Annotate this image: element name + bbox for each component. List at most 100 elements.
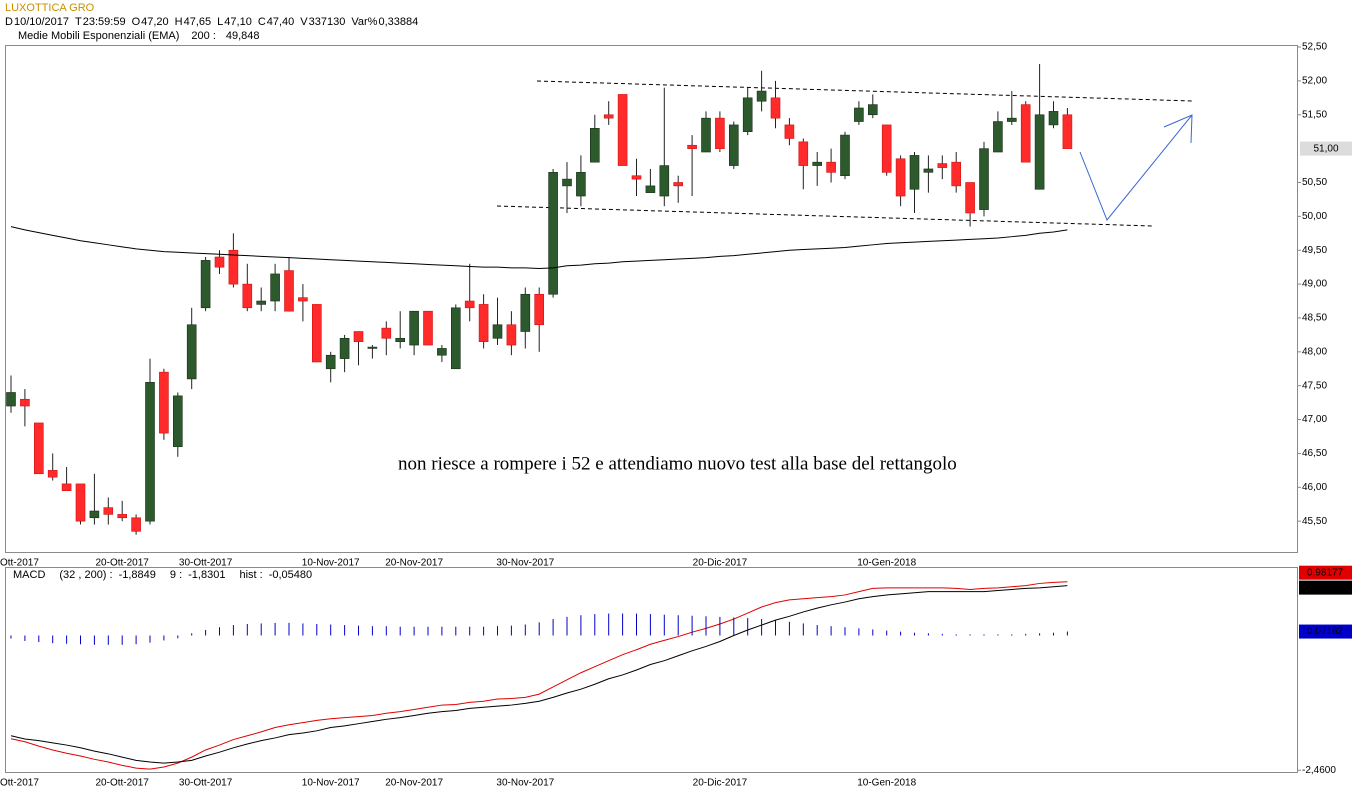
y-tick-label: 45,50: [1302, 516, 1327, 527]
candle-body: [131, 517, 141, 532]
support-line: [496, 205, 1154, 227]
candle-body: [659, 165, 670, 197]
y-tick-label: 52,00: [1302, 76, 1327, 87]
readout-value: 0,33884: [378, 16, 418, 28]
candle-body: [506, 324, 517, 346]
candle-body: [75, 483, 86, 522]
candle-body: [867, 104, 878, 116]
readout-value: 337130: [309, 16, 346, 28]
x-tick-label: 20-Dic-2017: [693, 558, 748, 569]
candle-body: [784, 124, 795, 139]
last-value-box: [1299, 565, 1352, 580]
macd-line: [10, 585, 1068, 764]
last-value-label: 0,91015: [1307, 582, 1344, 593]
candle-body: [173, 395, 183, 447]
candle-body: [145, 382, 155, 522]
candle-body: [298, 297, 308, 302]
candle-body: [701, 117, 711, 153]
candle-body: [409, 310, 419, 346]
candle-body: [548, 172, 558, 295]
y-tick-label: 49,00: [1302, 279, 1327, 290]
candle-body: [589, 128, 600, 163]
readout-key: Var%: [351, 16, 377, 28]
y-tick-label: 50,50: [1302, 177, 1327, 188]
symbol-title: LUXOTTICA GRO: [5, 2, 95, 14]
candle-body: [951, 161, 962, 187]
candle-body: [228, 249, 239, 285]
last-value-box: [1299, 624, 1352, 639]
y-tick-label: -2,4600: [1302, 765, 1336, 776]
y-tick-label: 51,50: [1302, 109, 1327, 120]
y-tick-label: 47,50: [1302, 380, 1327, 391]
candle-body: [450, 307, 461, 370]
candle-body: [1048, 111, 1059, 126]
series-name: 9 :: [170, 569, 182, 581]
candle-body: [464, 300, 475, 309]
x-tick-label: 10-Nov-2017: [302, 778, 360, 789]
candle-body: [1034, 114, 1045, 190]
candle-body: [325, 354, 336, 370]
candle-body: [284, 270, 294, 312]
candle-body: [200, 260, 211, 309]
candle-body: [6, 392, 16, 407]
macd-title: MACD: [13, 569, 45, 581]
candle-body: [798, 141, 809, 166]
candle-body: [61, 483, 72, 491]
x-tick-label: Ott-2017: [0, 558, 39, 569]
x-tick-label: 30-Ott-2017: [179, 558, 233, 569]
candle-body: [756, 90, 767, 102]
x-tick-label: 30-Ott-2017: [179, 778, 233, 789]
candle-body: [159, 371, 169, 434]
candle-body: [923, 168, 934, 173]
x-tick-label: 30-Nov-2017: [496, 778, 554, 789]
y-tick-label: 46,50: [1302, 448, 1327, 459]
ema-value: 49,848: [226, 30, 260, 42]
series-value: -1,8301: [188, 569, 225, 581]
candle-body: [353, 331, 364, 342]
candle-body: [520, 293, 531, 332]
y-tick-label: 46,00: [1302, 482, 1327, 493]
candle-body: [478, 304, 489, 342]
candle-body: [33, 422, 44, 475]
candle-body: [770, 97, 781, 119]
ema-name: Medie Mobili Esponenziali (EMA): [18, 30, 179, 42]
candle-body: [270, 273, 280, 302]
candle-body: [47, 470, 58, 478]
macd-pane: [5, 567, 1298, 773]
candle-body: [673, 182, 684, 187]
candle-body: [256, 300, 267, 305]
price-pane: [5, 45, 1298, 553]
annotation: non riesce a rompere i 52 e attendiamo n…: [398, 453, 957, 474]
y-tick-label: 48,50: [1302, 313, 1327, 324]
y-tick-label: 49,50: [1302, 245, 1327, 256]
candle-body: [186, 324, 197, 380]
macd-line: [10, 581, 1068, 770]
y-tick-label: 47,00: [1302, 414, 1327, 425]
candle-body: [534, 293, 545, 326]
last-value-box: [1299, 580, 1352, 595]
candle-body: [854, 107, 864, 122]
candle-body: [492, 324, 503, 339]
readout-key: D: [5, 16, 13, 28]
readout-key: O: [132, 16, 141, 28]
candle-body: [993, 121, 1003, 153]
candle-body: [909, 155, 920, 190]
candle-body: [1062, 114, 1073, 149]
readout-value: 10/10/2017: [14, 16, 69, 28]
readout-key: V: [300, 16, 308, 28]
candle-body: [367, 346, 378, 349]
price-marker: [1300, 141, 1352, 156]
readout-key: C: [258, 16, 266, 28]
resistance-line: [536, 80, 1194, 102]
candle-body: [339, 337, 350, 359]
x-tick-label: 20-Nov-2017: [385, 778, 443, 789]
candle-body: [576, 172, 586, 197]
candle-body: [242, 283, 253, 309]
candle-body: [603, 114, 614, 119]
projection-arrow: [1079, 114, 1193, 221]
candle-body: [895, 158, 906, 197]
x-tick-label: 20-Dic-2017: [693, 778, 748, 789]
